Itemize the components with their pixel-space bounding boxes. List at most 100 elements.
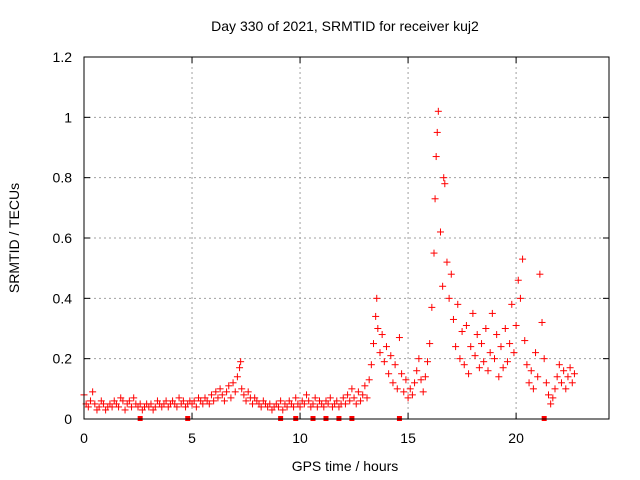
data-point <box>478 340 486 348</box>
data-point <box>564 373 572 381</box>
data-point <box>136 400 144 408</box>
gridlines <box>84 57 609 419</box>
data-point <box>549 394 557 402</box>
data-point <box>570 370 578 378</box>
data-point <box>382 343 390 351</box>
data-point <box>192 403 200 411</box>
data-point <box>190 397 198 405</box>
data-point <box>521 337 529 345</box>
data-point <box>115 403 123 411</box>
data-point <box>426 340 434 348</box>
data-point <box>309 400 317 408</box>
data-point <box>91 400 99 408</box>
data-point <box>443 258 451 266</box>
data-point <box>223 388 231 396</box>
data-point <box>237 358 245 366</box>
data-point <box>333 397 341 405</box>
data-point <box>95 403 103 411</box>
data-point <box>538 318 546 326</box>
data-point <box>411 379 419 387</box>
data-point <box>527 367 535 375</box>
data-point <box>216 385 224 393</box>
data-point <box>480 358 488 366</box>
data-point <box>86 397 94 405</box>
data-point <box>566 364 574 372</box>
data-point <box>467 343 475 351</box>
data-point <box>475 364 483 372</box>
data-point <box>419 388 427 396</box>
data-point <box>359 391 367 399</box>
data-point <box>389 379 397 387</box>
data-point <box>99 400 107 408</box>
y-tick-label: 1 <box>64 109 72 125</box>
data-point <box>431 195 439 203</box>
data-point <box>84 403 92 411</box>
data-point <box>447 270 455 278</box>
data-point <box>460 361 468 369</box>
data-point <box>445 294 453 302</box>
data-point <box>147 400 155 408</box>
data-point <box>473 331 481 339</box>
data-point <box>456 355 464 363</box>
data-point <box>424 358 432 366</box>
data-point <box>128 403 136 411</box>
y-tick-label: 0.2 <box>53 351 73 367</box>
data-point <box>432 153 440 161</box>
data-point <box>404 394 412 402</box>
data-point <box>300 400 308 408</box>
data-point <box>240 391 248 399</box>
data-point <box>357 397 365 405</box>
x-axis-ticks: 0 5 10 15 20 <box>80 57 524 446</box>
chart-title: Day 330 of 2021, SRMTID for receiver kuj… <box>211 18 479 34</box>
y-tick-label: 0.8 <box>53 170 73 186</box>
data-point <box>249 400 257 408</box>
data-point <box>173 403 181 411</box>
data-point <box>367 361 375 369</box>
data-point <box>274 403 282 411</box>
data-point <box>212 388 220 396</box>
data-point <box>415 355 423 363</box>
data-point <box>119 397 127 405</box>
data-point <box>387 352 395 360</box>
data-point <box>292 394 300 402</box>
data-point <box>242 397 250 405</box>
data-point <box>398 370 406 378</box>
data-point <box>547 400 555 408</box>
data-point <box>519 255 527 263</box>
data-point <box>525 379 533 387</box>
data-point <box>372 312 380 320</box>
data-point <box>324 400 332 408</box>
x-tick-label: 10 <box>292 430 308 446</box>
data-point <box>408 391 416 399</box>
data-point <box>376 349 384 357</box>
data-point <box>532 349 540 357</box>
data-point <box>484 367 492 375</box>
data-point <box>220 397 228 405</box>
data-point <box>393 385 401 393</box>
data-point <box>303 391 311 399</box>
data-point <box>108 403 116 411</box>
data-point <box>514 276 522 284</box>
data-point <box>320 403 328 411</box>
data-point <box>452 343 460 351</box>
data-point <box>341 400 349 408</box>
data-point <box>551 385 559 393</box>
data-point <box>512 321 520 329</box>
data-point <box>218 391 226 399</box>
x-axis-label: GPS time / hours <box>292 458 399 474</box>
y-tick-label: 1.2 <box>53 49 73 65</box>
data-point <box>508 300 516 308</box>
data-point <box>346 397 354 405</box>
data-point <box>238 385 246 393</box>
data-point <box>471 352 479 360</box>
data-point <box>439 282 447 290</box>
data-point <box>395 334 403 342</box>
data-point <box>352 400 360 408</box>
y-axis-label: SRMTID / TECUs <box>6 183 22 293</box>
data-point <box>510 349 518 357</box>
data-point <box>179 397 187 405</box>
data-point <box>214 394 222 402</box>
data-point <box>562 385 570 393</box>
